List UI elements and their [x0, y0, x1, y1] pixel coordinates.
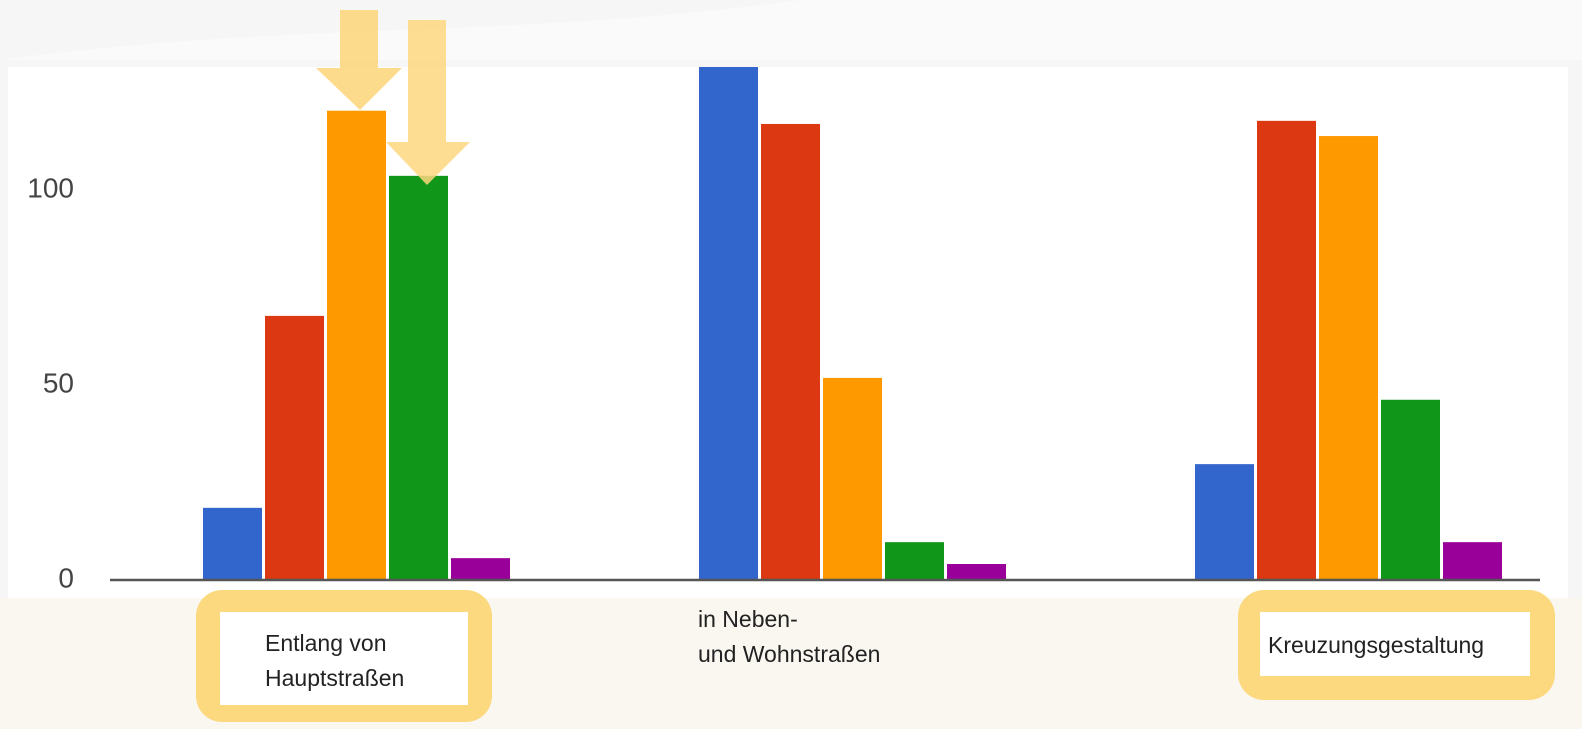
bar — [389, 175, 448, 580]
x-tick-label: Kreuzungsgestaltung — [1268, 632, 1485, 658]
label-box — [1260, 612, 1530, 676]
bar — [761, 123, 820, 580]
bar — [699, 67, 758, 580]
x-tick-label: in Neben- und Wohnstraßen — [698, 606, 881, 667]
arrow — [386, 20, 470, 185]
bar — [947, 564, 1006, 580]
bar — [1443, 542, 1502, 580]
arrow — [316, 10, 402, 110]
backdrop — [0, 0, 1582, 60]
bar — [203, 507, 262, 580]
x-tick-label: Entlang von Hauptstraßen — [265, 630, 405, 691]
bar — [1257, 120, 1316, 580]
bar — [265, 315, 324, 580]
bar — [327, 110, 386, 580]
bar — [823, 377, 882, 580]
y-tick-label: 100 — [27, 172, 74, 203]
bar — [1195, 464, 1254, 580]
y-tick-label: 0 — [58, 562, 74, 593]
y-tick-label: 50 — [43, 367, 74, 398]
bar — [1319, 136, 1378, 581]
bar — [885, 542, 944, 580]
bar — [1381, 399, 1440, 580]
label-box — [220, 612, 468, 705]
bar — [451, 558, 510, 580]
